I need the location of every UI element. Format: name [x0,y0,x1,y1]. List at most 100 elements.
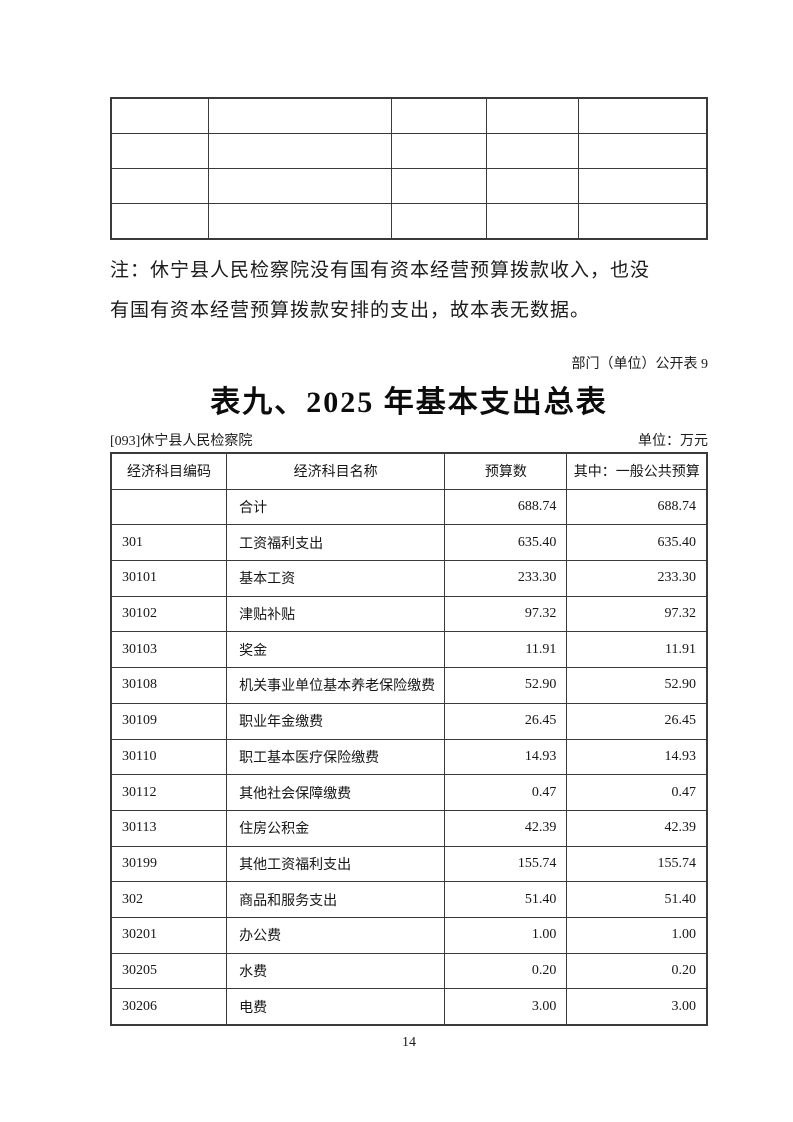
table-row: 30108 机关事业单位基本养老保险缴费 52.90 52.90 [110,667,708,704]
table-row: 30110 职工基本医疗保险缴费 14.93 14.93 [110,738,708,776]
empty-table-cell [110,97,209,134]
empty-table-cell [207,203,393,240]
budget-amount-cell: 42.39 [444,809,568,847]
budget-amount-cell: 11.91 [444,631,568,669]
budget-amount-cell: 1.00 [444,916,568,954]
subject-name-cell: 其他工资福利支出 [226,845,446,883]
subject-code-cell: 301 [110,524,228,562]
empty-table-row [110,133,708,169]
budget-table-header-cell: 预算数 [444,452,568,490]
empty-table-cell [578,203,708,240]
subject-code-cell [110,488,228,526]
empty-table-cell [486,97,580,134]
budget-amount-cell: 688.74 [444,488,568,526]
empty-table-cell [110,168,209,204]
public-budget-amount-cell: 155.74 [566,845,708,883]
subject-name-cell: 职业年金缴费 [226,702,446,740]
subject-code-cell: 30113 [110,809,228,847]
public-budget-amount-cell: 26.45 [566,702,708,740]
budget-amount-cell: 0.20 [444,952,568,990]
public-budget-amount-cell: 3.00 [566,988,708,1026]
empty-table-cell [110,133,209,169]
empty-table-body [110,97,708,240]
page-number: 14 [402,1035,416,1050]
public-budget-amount-cell: 51.40 [566,881,708,918]
publish-table-label: 部门（单位）公开表 9 [571,357,709,372]
budget-table-header-cell: 其中：一般公共预算 [566,452,708,490]
empty-table-cell [207,97,393,134]
public-budget-amount-cell: 0.20 [566,952,708,990]
public-budget-amount-cell: 0.47 [566,774,708,811]
empty-table-row [110,97,708,134]
empty-table-cell [578,168,708,204]
subject-name-cell: 津贴补贴 [226,595,446,633]
page-content: 注：休宁县人民检察院没有国有资本经营预算拨款收入，也没 有国有资本经营预算拨款安… [110,0,708,1051]
budget-table-header-cell: 经济科目名称 [226,452,446,490]
subject-code-cell: 30108 [110,667,228,704]
note-text: 注：休宁县人民检察院没有国有资本经营预算拨款收入，也没 有国有资本经营预算拨款安… [110,251,708,331]
budget-amount-cell: 635.40 [444,524,568,562]
empty-table-row [110,168,708,204]
subject-name-cell: 工资福利支出 [226,524,446,562]
subject-name-cell: 基本工资 [226,560,446,597]
unit-label: 单位：万元 [638,434,708,449]
public-budget-amount-cell: 11.91 [566,631,708,669]
table-row: 30199 其他工资福利支出 155.74 155.74 [110,845,708,883]
table-row: 30109 职业年金缴费 26.45 26.45 [110,702,708,740]
budget-amount-cell: 52.90 [444,667,568,704]
page-title: 表九、2025 年基本支出总表 [210,386,608,419]
budget-amount-cell: 3.00 [444,988,568,1026]
empty-capital-budget-table [110,97,708,240]
empty-table-cell [578,97,708,134]
public-budget-amount-cell: 97.32 [566,595,708,633]
empty-table-cell [391,203,488,240]
subject-code-cell: 30199 [110,845,228,883]
empty-table-cell [486,133,580,169]
subject-name-cell: 商品和服务支出 [226,881,446,918]
empty-table-cell [207,168,393,204]
public-budget-amount-cell: 688.74 [566,488,708,526]
public-budget-amount-cell: 42.39 [566,809,708,847]
empty-table-row [110,203,708,240]
public-budget-amount-cell: 233.30 [566,560,708,597]
subject-code-cell: 30109 [110,702,228,740]
empty-table-cell [391,97,488,134]
subject-code-cell: 30201 [110,916,228,954]
table-meta-row: [093]休宁县人民检察院 单位：万元 [110,430,708,450]
table-row: 30112 其他社会保障缴费 0.47 0.47 [110,774,708,811]
subject-code-cell: 30112 [110,774,228,811]
table-row: 30101 基本工资 233.30 233.30 [110,560,708,597]
table-row: 30113 住房公积金 42.39 42.39 [110,809,708,847]
empty-table-cell [391,133,488,169]
table-row: 30205 水费 0.20 0.20 [110,952,708,990]
empty-table-cell [207,133,393,169]
subject-code-cell: 30110 [110,738,228,776]
subject-name-cell: 机关事业单位基本养老保险缴费 [226,667,446,704]
public-budget-amount-cell: 1.00 [566,916,708,954]
budget-table-header-cell: 经济科目编码 [110,452,228,490]
public-budget-amount-cell: 14.93 [566,738,708,776]
table-row: 合计 688.74 688.74 [110,488,708,526]
subject-code-cell: 30102 [110,595,228,633]
note-line-1: 注：休宁县人民检察院没有国有资本经营预算拨款收入，也没 [110,260,651,281]
budget-table-body: 合计 688.74 688.74 301 工资福利支出 635.40 635.40 30101… [110,488,708,1026]
table-row: 30201 办公费 1.00 1.00 [110,916,708,954]
table-row: 30102 津贴补贴 97.32 97.32 [110,595,708,633]
subject-code-cell: 30103 [110,631,228,669]
budget-amount-cell: 0.47 [444,774,568,811]
subject-name-cell: 职工基本医疗保险缴费 [226,738,446,776]
subject-name-cell: 奖金 [226,631,446,669]
budget-amount-cell: 26.45 [444,702,568,740]
budget-amount-cell: 51.40 [444,881,568,918]
subject-code-cell: 302 [110,881,228,918]
budget-amount-cell: 97.32 [444,595,568,633]
note-line-2: 有国有资本经营预算拨款安排的支出，故本表无数据。 [110,300,591,321]
budget-amount-cell: 233.30 [444,560,568,597]
org-name: [093]休宁县人民检察院 [110,434,253,449]
empty-table-cell [578,133,708,169]
empty-table-cell [486,203,580,240]
subject-name-cell: 水费 [226,952,446,990]
subject-name-cell: 办公费 [226,916,446,954]
public-budget-amount-cell: 52.90 [566,667,708,704]
